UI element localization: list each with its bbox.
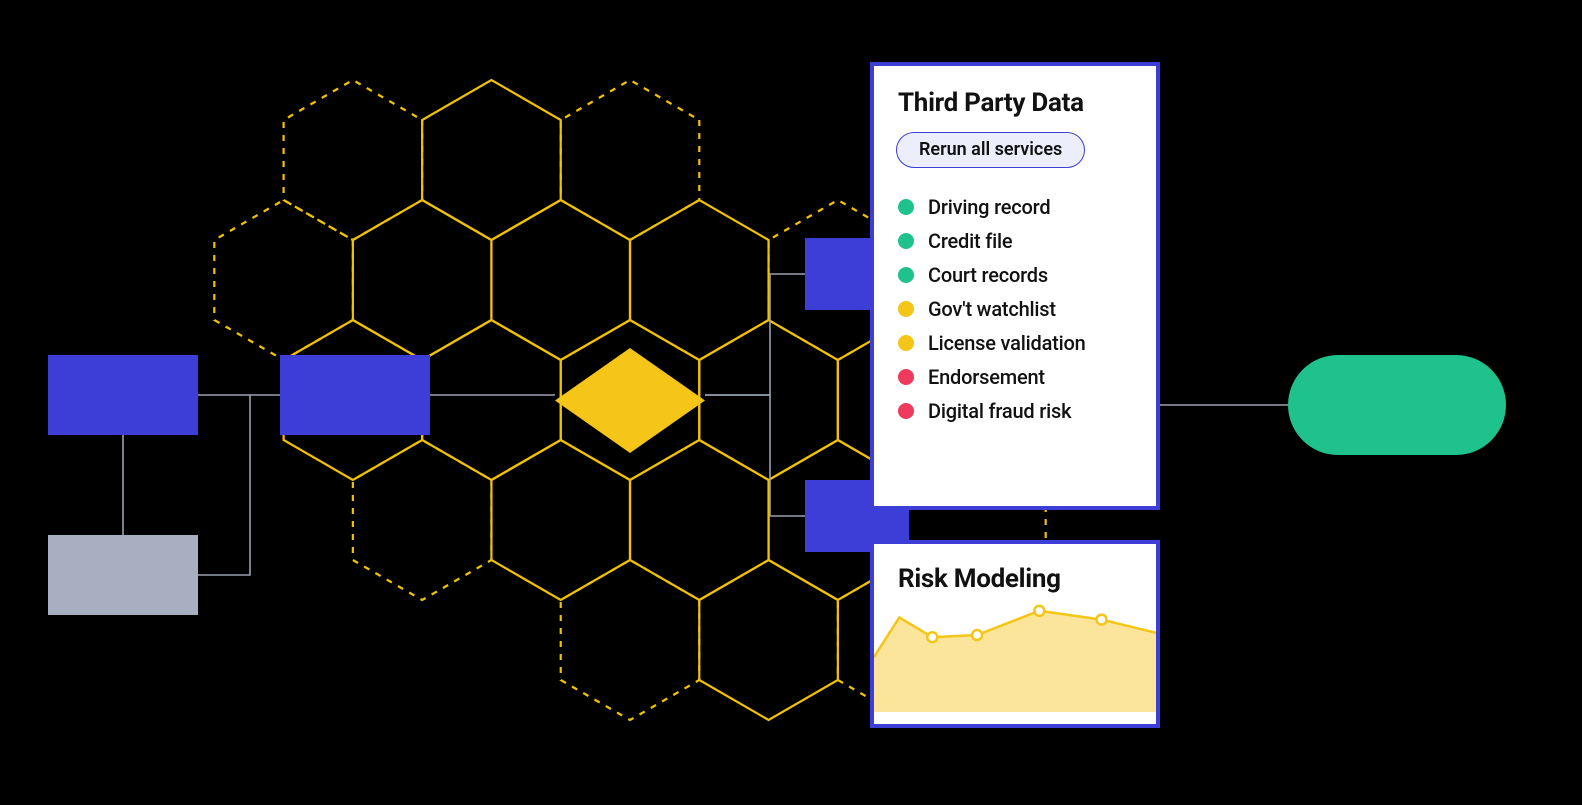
service-label: Credit file — [928, 229, 1012, 253]
third-party-data-title: Third Party Data — [898, 88, 1134, 118]
status-dot-green — [898, 233, 914, 249]
risk-modeling-title: Risk Modeling — [898, 564, 1156, 594]
service-item: License validation — [896, 326, 1134, 360]
service-label: License validation — [928, 331, 1086, 355]
rerun-all-services-button[interactable]: Rerun all services — [896, 132, 1085, 168]
status-dot-yellow — [898, 301, 914, 317]
service-item: Digital fraud risk — [896, 394, 1134, 428]
flow-node-blue2 — [280, 355, 430, 435]
risk-modeling-card: Risk Modeling — [870, 540, 1160, 728]
flow-decision-diamond — [555, 348, 705, 453]
status-dot-red — [898, 403, 914, 419]
status-dot-green — [898, 199, 914, 215]
status-dot-yellow — [898, 335, 914, 351]
service-item: Gov't watchlist — [896, 292, 1134, 326]
service-item: Endorsement — [896, 360, 1134, 394]
service-label: Driving record — [928, 195, 1050, 219]
third-party-data-card: Third Party Data Rerun all services Driv… — [870, 62, 1160, 510]
services-list: Driving record Credit file Court records Go… — [896, 190, 1134, 428]
service-item: Driving record — [896, 190, 1134, 224]
service-label: Court records — [928, 263, 1048, 287]
flow-node-gray1 — [48, 535, 198, 615]
service-item: Court records — [896, 258, 1134, 292]
flow-end-pill — [1288, 355, 1506, 455]
status-dot-green — [898, 267, 914, 283]
service-label: Endorsement — [928, 365, 1045, 389]
risk-modeling-chart — [874, 602, 1156, 712]
status-dot-red — [898, 369, 914, 385]
flow-node-blue1 — [48, 355, 198, 435]
service-item: Credit file — [896, 224, 1134, 258]
diagram-stage: Third Party Data Rerun all services Driv… — [0, 0, 1582, 805]
service-label: Digital fraud risk — [928, 399, 1071, 423]
service-label: Gov't watchlist — [928, 297, 1056, 321]
